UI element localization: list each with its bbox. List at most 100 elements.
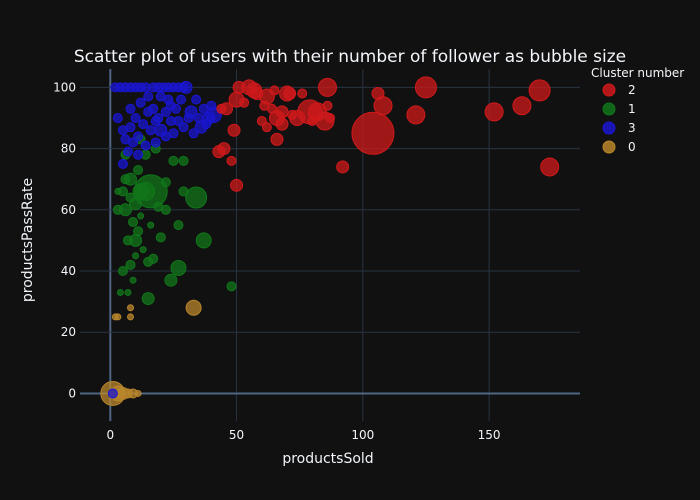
data-point-cluster-3 (188, 128, 199, 139)
data-point-cluster-2 (239, 97, 250, 108)
data-point-cluster-2 (325, 112, 335, 123)
y-tick-label: 80 (61, 142, 76, 156)
data-point-cluster-3 (148, 103, 159, 114)
data-point-cluster-2 (528, 79, 551, 102)
data-point-cluster-2 (484, 102, 504, 122)
data-point-cluster-3 (143, 91, 154, 102)
y-tick-label: 100 (53, 80, 76, 94)
x-tick-label: 0 (106, 428, 114, 442)
data-point-cluster-3 (170, 103, 181, 114)
y-tick-label: 60 (61, 203, 76, 217)
y-axis-title: productsPassRate (20, 178, 36, 302)
data-point-cluster-2 (275, 117, 289, 131)
data-point-cluster-2 (216, 103, 227, 114)
data-point-cluster-3 (160, 131, 171, 142)
data-point-cluster-3 (165, 116, 176, 127)
data-point-cluster-2 (351, 111, 395, 155)
data-point-cluster-1 (114, 187, 122, 195)
data-point-cluster-1 (141, 292, 155, 306)
x-axis-title: productsSold (282, 451, 373, 467)
data-point-cluster-1 (226, 281, 237, 292)
legend-marker-2 (602, 83, 616, 97)
data-point-cluster-2 (414, 76, 437, 99)
data-point-cluster-2 (371, 86, 385, 100)
data-point-cluster-3 (193, 112, 204, 123)
data-point-cluster-1 (120, 174, 131, 185)
data-point-cluster-2 (270, 132, 284, 146)
data-point-cluster-3 (117, 158, 128, 169)
data-point-cluster-0 (127, 304, 135, 312)
data-point-cluster-2 (250, 86, 264, 100)
data-point-cluster-1 (125, 259, 136, 270)
data-point-cluster-3 (145, 125, 156, 136)
data-point-cluster-3 (120, 134, 131, 145)
data-point-cluster-1 (132, 183, 149, 200)
data-point-cluster-2 (512, 96, 532, 116)
data-point-cluster-3 (133, 149, 144, 160)
data-point-cluster-1 (185, 186, 208, 209)
data-point-cluster-1 (160, 177, 171, 188)
data-point-cluster-2 (287, 109, 298, 120)
data-point-cluster-3 (135, 97, 146, 108)
data-point-cluster-1 (195, 232, 212, 249)
axes: 0 50 100 150 0 20 40 60 80 100 (53, 80, 500, 442)
legend-label-3: 3 (628, 121, 636, 135)
data-point-cluster-1 (124, 288, 132, 296)
data-point-cluster-1 (137, 212, 145, 220)
data-point-cluster-2 (259, 100, 270, 111)
data-point-cluster-3 (201, 119, 212, 130)
data-point-cluster-3 (163, 94, 174, 105)
legend-marker-0 (602, 140, 616, 154)
data-point-cluster-3 (130, 112, 141, 123)
data-point-cluster-1 (132, 252, 140, 260)
data-point-cluster-1 (155, 232, 166, 243)
data-point-cluster-3 (153, 112, 164, 123)
legend-label-1: 1 (628, 102, 636, 116)
data-point-cluster-1 (122, 235, 133, 246)
data-point-cluster-0 (111, 313, 119, 321)
data-point-cluster-1 (178, 186, 189, 197)
x-tick-label: 150 (478, 428, 501, 442)
data-point-cluster-3 (160, 106, 171, 117)
data-point-cluster-2 (275, 105, 289, 119)
data-point-cluster-2 (336, 160, 350, 174)
legend: Cluster number 2 1 3 0 (591, 66, 684, 154)
legend-label-0: 0 (628, 140, 636, 154)
data-point-cluster-3 (125, 103, 136, 114)
data-point-cluster-1 (147, 221, 155, 229)
data-point-cluster-2 (540, 157, 560, 177)
y-tick-label: 40 (61, 264, 76, 278)
data-point-cluster-1 (178, 155, 189, 166)
legend-label-2: 2 (628, 83, 636, 97)
data-point-cluster-1 (164, 273, 178, 287)
data-point-cluster-2 (261, 122, 272, 133)
data-point-cluster-2 (226, 155, 237, 166)
data-point-cluster-2 (307, 116, 318, 127)
data-point-cluster-2 (283, 86, 297, 100)
data-point-cluster-0 (185, 299, 202, 316)
data-point-cluster-3 (125, 122, 136, 133)
data-point-cluster-1 (128, 217, 139, 228)
y-tick-label: 0 (68, 386, 76, 400)
data-point-cluster-3 (178, 122, 189, 133)
data-point-cluster-2 (317, 77, 337, 97)
data-point-cluster-1 (129, 276, 137, 284)
data-point-cluster-2 (269, 85, 280, 96)
data-point-cluster-1 (133, 165, 144, 176)
data-point-cluster-3 (206, 100, 217, 111)
data-points (100, 76, 560, 406)
data-point-cluster-1 (133, 226, 144, 237)
data-point-cluster-2 (232, 80, 246, 94)
legend-marker-1 (602, 102, 616, 116)
data-point-cluster-1 (170, 259, 187, 276)
data-point-cluster-3 (107, 388, 118, 399)
data-point-cluster-3 (176, 94, 187, 105)
data-point-cluster-2 (322, 100, 333, 111)
data-point-cluster-2 (227, 123, 241, 137)
x-tick-label: 100 (351, 428, 374, 442)
data-point-cluster-3 (150, 137, 161, 148)
data-point-cluster-0 (134, 389, 142, 397)
data-point-cluster-3 (191, 94, 202, 105)
data-point-cluster-3 (122, 146, 133, 157)
